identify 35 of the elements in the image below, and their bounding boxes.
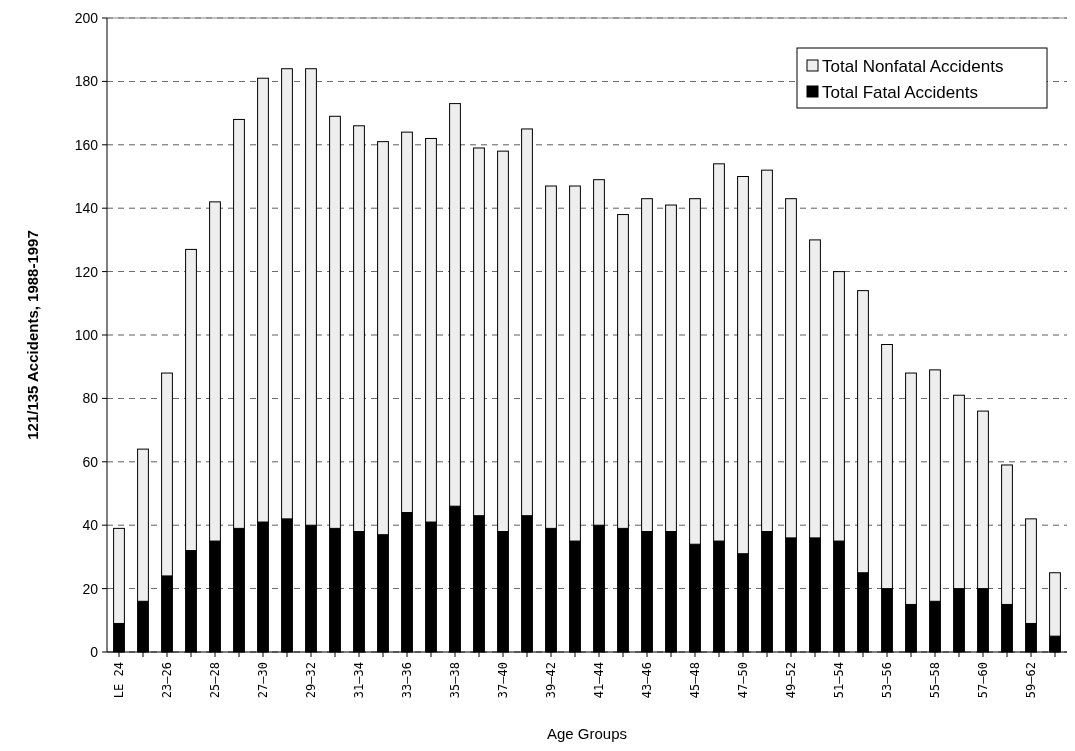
x-tick-label: 39–42 — [544, 662, 558, 699]
y-tick-label: 200 — [74, 9, 99, 26]
x-tick-label: 43–46 — [640, 662, 654, 699]
x-tick-label: 33–36 — [400, 662, 414, 699]
y-tick-label: 100 — [74, 326, 99, 343]
y-axis-title: 121/135 Accidents, 1988-1997 — [24, 230, 41, 440]
y-tick-label: 120 — [74, 263, 99, 280]
x-axis-title: Age Groups — [546, 725, 628, 742]
legend-label: Total Fatal Accidents — [822, 82, 978, 102]
x-tick-label: 29–32 — [304, 662, 318, 699]
x-tick-label: 35–38 — [448, 662, 462, 699]
x-tick-label: 47–50 — [736, 662, 750, 699]
x-tick-label: 27–30 — [256, 662, 270, 699]
y-tick-label: 0 — [90, 643, 99, 660]
x-tick-label: 57–60 — [976, 662, 990, 699]
x-tick-label: 25–28 — [208, 662, 222, 699]
y-tick-label: 20 — [82, 580, 99, 597]
x-tick-label: 59–62 — [1024, 662, 1038, 699]
x-tick-label: 23–26 — [160, 662, 174, 699]
x-tick-label: 31–34 — [352, 662, 366, 699]
y-tick-label: 40 — [82, 517, 99, 534]
y-tick-label: 80 — [82, 390, 99, 407]
legend-label: Total Nonfatal Accidents — [822, 56, 1004, 76]
y-tick-label: 160 — [74, 136, 99, 153]
x-tick-label: 49–52 — [784, 662, 798, 699]
y-tick-label: 140 — [74, 200, 99, 217]
x-tick-label: 53–56 — [880, 662, 894, 699]
x-tick-label: 55–58 — [928, 662, 942, 699]
y-tick-label: 180 — [74, 73, 99, 90]
x-tick-label: 51–54 — [832, 662, 846, 699]
y-tick-label: 60 — [82, 453, 99, 470]
x-tick-label: 45–48 — [688, 662, 702, 699]
x-tick-label: 41–44 — [592, 662, 606, 699]
x-tick-label: 37–40 — [496, 662, 510, 699]
x-tick-label: LE 24 — [112, 662, 126, 699]
